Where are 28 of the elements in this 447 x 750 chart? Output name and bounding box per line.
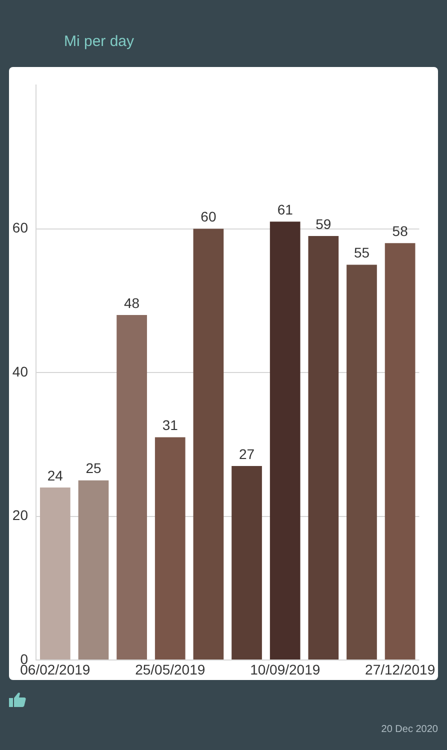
bar bbox=[193, 228, 224, 660]
data-label: 31 bbox=[162, 417, 178, 434]
bar bbox=[154, 437, 186, 660]
bar bbox=[232, 466, 262, 660]
data-label: 58 bbox=[392, 222, 408, 239]
data-label: 27 bbox=[238, 446, 255, 462]
x-tick-label: 27/12/2019 bbox=[365, 661, 436, 678]
x-tick-label: 25/05/2019 bbox=[135, 661, 206, 678]
bar bbox=[346, 264, 377, 660]
data-label: 55 bbox=[354, 244, 370, 261]
x-tick-label: 10/09/2019 bbox=[250, 661, 320, 678]
bar bbox=[78, 480, 109, 660]
chart-subtitle: Mi per day bbox=[64, 33, 134, 50]
data-label: 60 bbox=[200, 208, 216, 225]
y-tick-label: 20 bbox=[12, 507, 28, 524]
data-label: 24 bbox=[47, 467, 64, 484]
bar bbox=[384, 243, 416, 660]
bar bbox=[116, 315, 147, 660]
data-label: 59 bbox=[316, 216, 332, 232]
bar bbox=[270, 222, 300, 660]
bar bbox=[40, 488, 70, 660]
text: 20 Dec 2020 bbox=[381, 724, 438, 735]
data-label: 48 bbox=[124, 294, 140, 311]
y-tick-label: 40 bbox=[12, 363, 28, 380]
data-label: 25 bbox=[86, 460, 102, 476]
y-tick-label: 60 bbox=[12, 220, 28, 236]
bar bbox=[308, 236, 339, 660]
data-label: 61 bbox=[277, 201, 294, 218]
